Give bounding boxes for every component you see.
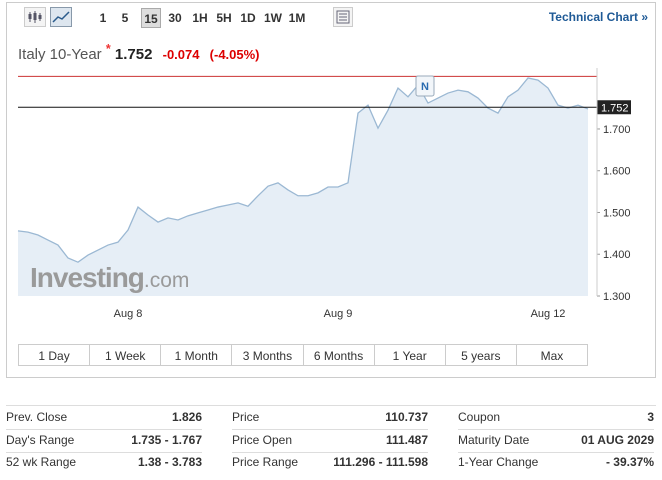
interval-button[interactable]: 1D — [240, 11, 256, 25]
chart: Investing.com 1.752 N 1.300 1.400 1.500 1.600 1… — [17, 68, 631, 320]
chart-widget — [6, 2, 656, 378]
stat-label: 52 wk Range — [6, 455, 77, 469]
x-tick-label: Aug 12 — [531, 308, 566, 320]
interval-button[interactable]: 5 — [121, 11, 129, 25]
range-button[interactable]: 6 Months — [302, 344, 375, 366]
separator — [6, 405, 656, 406]
quote-header: Italy 10-Year * 1.752 -0.074 (-4.05%) — [18, 42, 260, 63]
stat-label: Maturity Date — [458, 432, 530, 447]
stat-label: 1-Year Change — [458, 455, 539, 469]
interval-button[interactable]: 1W — [264, 11, 282, 25]
stat-label: Coupon — [458, 410, 501, 424]
range-button[interactable]: 1 Day — [18, 344, 91, 366]
stat-value: 01 AUG 2029 — [581, 432, 654, 447]
y-tick-label: 1.500 — [603, 207, 631, 219]
stat-label: Prev. Close — [6, 410, 68, 424]
last-price-box — [597, 100, 631, 115]
stat-value: 1.38 - 3.783 — [137, 455, 202, 469]
technical-chart-link[interactable]: Technical Chart » — [548, 10, 648, 24]
range-button[interactable]: Max — [515, 344, 588, 366]
news-marker-box — [415, 75, 435, 97]
range-button[interactable]: 5 years — [444, 344, 517, 366]
area-fill — [18, 78, 588, 297]
range-button[interactable]: 1 Month — [160, 344, 233, 366]
stat-value: 111.487 — [385, 432, 428, 447]
interval-button[interactable]: 5H — [216, 11, 232, 25]
stat-value: 1.826 — [171, 410, 202, 424]
separator — [458, 451, 654, 453]
watermark: Investing.com — [30, 262, 189, 293]
y-tick-label: 1.600 — [603, 166, 631, 178]
range-button[interactable]: 1 Week — [89, 344, 162, 366]
stat-value: - 39.37% — [605, 455, 654, 469]
stat-value: 1.735 - 1.767 — [131, 432, 202, 447]
change-percent: (-4.05%) — [209, 47, 260, 62]
marker: * — [105, 42, 111, 56]
line-chart-icon[interactable] — [50, 7, 72, 27]
interval-button[interactable]: 1M — [288, 11, 306, 25]
settings-icon[interactable] — [333, 7, 353, 27]
y-tick-label: 1.400 — [603, 249, 631, 261]
stat-value: 111.296 - 111.598 — [333, 455, 428, 469]
change: -0.074 — [162, 47, 200, 62]
separator — [6, 451, 202, 453]
price: 1.752 — [114, 46, 153, 63]
separator — [232, 429, 428, 430]
interval-button[interactable]: 1 — [99, 11, 107, 25]
stat-label: Price Range — [232, 455, 299, 469]
separator — [232, 451, 428, 453]
x-tick-label: Aug 8 — [114, 308, 143, 320]
range-button[interactable]: 3 Months — [231, 344, 304, 366]
interval-button[interactable]: 30 — [168, 11, 182, 25]
x-tick-label: Aug 9 — [324, 308, 353, 320]
stat-label: Day's Range — [6, 432, 75, 447]
interval-button[interactable]: 1H — [192, 11, 208, 25]
watermark-suffix: .com — [144, 269, 190, 292]
instrument-title: Italy 10-Year — [18, 46, 102, 63]
interval-button[interactable]: 15 — [141, 8, 161, 28]
watermark-brand: Investing — [30, 262, 144, 293]
y-tick-label: 1.300 — [603, 291, 631, 303]
range-button[interactable]: 1 Year — [373, 344, 446, 366]
news-marker: N — [421, 81, 429, 93]
separator — [6, 429, 202, 430]
last-price-label: 1.752 — [601, 102, 629, 114]
stat-label: Price Open — [232, 432, 293, 447]
stat-value: 3 — [647, 410, 654, 424]
stat-label: Price — [232, 410, 260, 424]
candlestick-icon[interactable] — [24, 7, 46, 27]
y-tick-label: 1.700 — [603, 124, 631, 136]
price-line — [17, 77, 589, 263]
separator — [458, 429, 654, 430]
stat-value: 110.737 — [385, 410, 428, 424]
